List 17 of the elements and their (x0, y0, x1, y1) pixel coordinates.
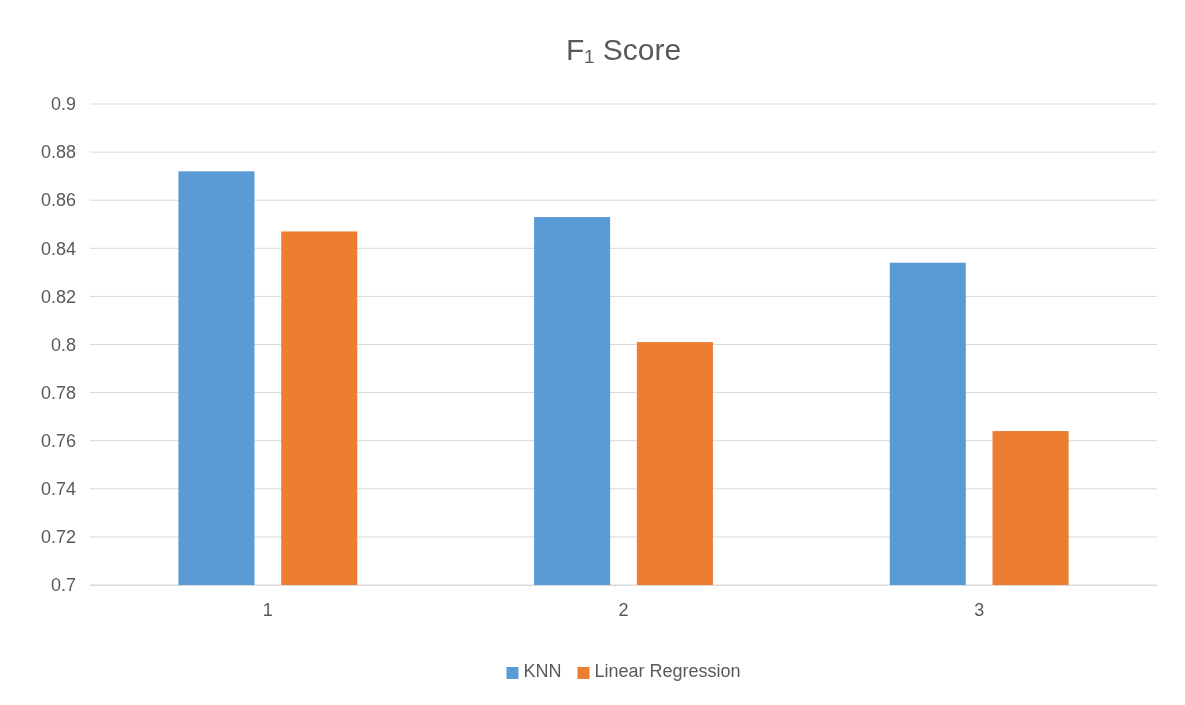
y-tick-label: 0.9 (50, 94, 76, 115)
legend-label: Linear Regression (594, 661, 741, 681)
y-tick-label: 0.72 (40, 527, 76, 548)
y-tick-label: 0.74 (40, 479, 76, 500)
y-tick-label: 0.76 (40, 430, 76, 451)
x-tick-label: 2 (618, 599, 629, 620)
y-tick-label: 0.86 (40, 190, 76, 211)
legend-label: KNN (523, 661, 562, 681)
x-tick-label: 1 (262, 599, 273, 620)
y-tick-label: 0.7 (50, 575, 76, 596)
y-tick-label: 0.82 (40, 286, 76, 307)
y-tick-label: 0.88 (40, 142, 76, 163)
chart-title: F₁ Score (565, 33, 682, 66)
y-tick-label: 0.84 (40, 238, 76, 259)
y-tick-label: 0.8 (50, 334, 76, 355)
x-tick-label: 3 (974, 599, 985, 620)
y-tick-label: 0.78 (40, 382, 76, 403)
